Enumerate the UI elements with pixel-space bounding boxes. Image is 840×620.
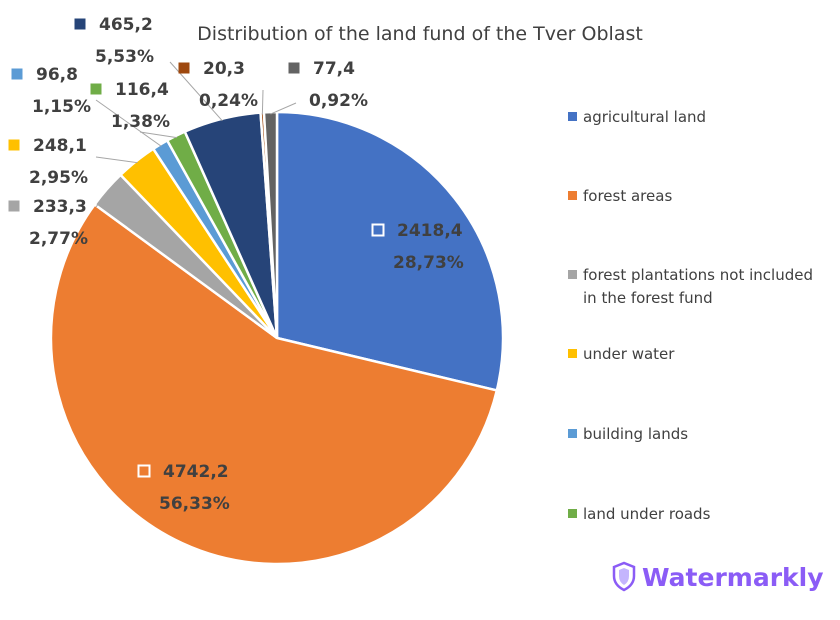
legend-label-0: agricultural land [583, 108, 706, 126]
data-label-value-3: 248,1 [33, 136, 87, 156]
data-label-value-0: 2418,4 [397, 221, 463, 241]
pie-slices [49, 110, 505, 566]
data-label-percent-6: 5,53% [95, 47, 154, 67]
leader-line-7 [261, 89, 264, 115]
leader-line-5 [139, 131, 177, 139]
shield-icon [612, 561, 636, 592]
chart-title: Distribution of the land fund of the Tve… [197, 23, 643, 45]
pie-slice-0 [275, 110, 505, 392]
data-label-percent-7: 0,24% [199, 91, 258, 111]
leader-line-3 [95, 156, 138, 164]
data-label-marker-2 [8, 200, 20, 212]
legend-label-3: under water [583, 345, 675, 363]
legend: agricultural land forest areas forest plan… [568, 108, 813, 523]
watermark: Watermarkly [612, 561, 824, 592]
data-label-marker-8 [288, 62, 300, 74]
legend-label-4: building lands [583, 425, 688, 443]
shield-inner-icon [619, 568, 629, 585]
data-label-marker-7 [178, 62, 190, 74]
pie-slice-8 [262, 110, 279, 339]
data-label-marker-5 [90, 83, 102, 95]
data-label-percent-1: 56,33% [159, 494, 230, 514]
data-label-marker-1 [137, 464, 151, 478]
data-label-value-6: 465,2 [99, 15, 153, 35]
data-label-percent-8: 0,92% [309, 91, 368, 111]
legend-swatch-4 [568, 429, 577, 438]
leader-line-8 [270, 102, 297, 115]
legend-swatch-2 [568, 270, 577, 279]
data-label-percent-2: 2,77% [29, 229, 88, 249]
legend-label-1: forest areas [583, 187, 672, 205]
data-label-value-4: 96,8 [36, 65, 78, 85]
legend-label-2: forest plantations not included [583, 266, 813, 284]
data-label-marker-4 [11, 68, 23, 80]
legend-swatch-3 [568, 349, 577, 358]
pie-slice-1 [49, 202, 499, 566]
leader-line-2 [95, 190, 109, 208]
legend-label-2-line2: in the forest fund [583, 289, 713, 307]
data-label-value-1: 4742,2 [163, 462, 229, 482]
data-label-marker-6 [74, 18, 86, 30]
watermark-text: Watermarkly [642, 563, 824, 592]
data-labels: 2418,4 28,73% 4742,2 56,33% 233,3 2,77% 248,1 2… [8, 15, 464, 514]
legend-swatch-1 [568, 191, 577, 200]
legend-swatch-0 [568, 112, 577, 121]
data-label-percent-5: 1,38% [111, 112, 170, 132]
data-label-percent-0: 28,73% [393, 253, 464, 273]
data-label-percent-4: 1,15% [32, 97, 91, 117]
data-label-value-2: 233,3 [33, 197, 87, 217]
leader-line-4 [95, 99, 162, 147]
data-label-marker-3 [8, 139, 20, 151]
data-label-value-8: 77,4 [313, 59, 355, 79]
data-label-value-5: 116,4 [115, 80, 169, 100]
legend-swatch-5 [568, 509, 577, 518]
legend-label-5: land under roads [583, 505, 711, 523]
data-label-percent-3: 2,95% [29, 168, 88, 188]
data-label-value-7: 20,3 [203, 59, 245, 79]
data-label-marker-0 [371, 223, 385, 237]
